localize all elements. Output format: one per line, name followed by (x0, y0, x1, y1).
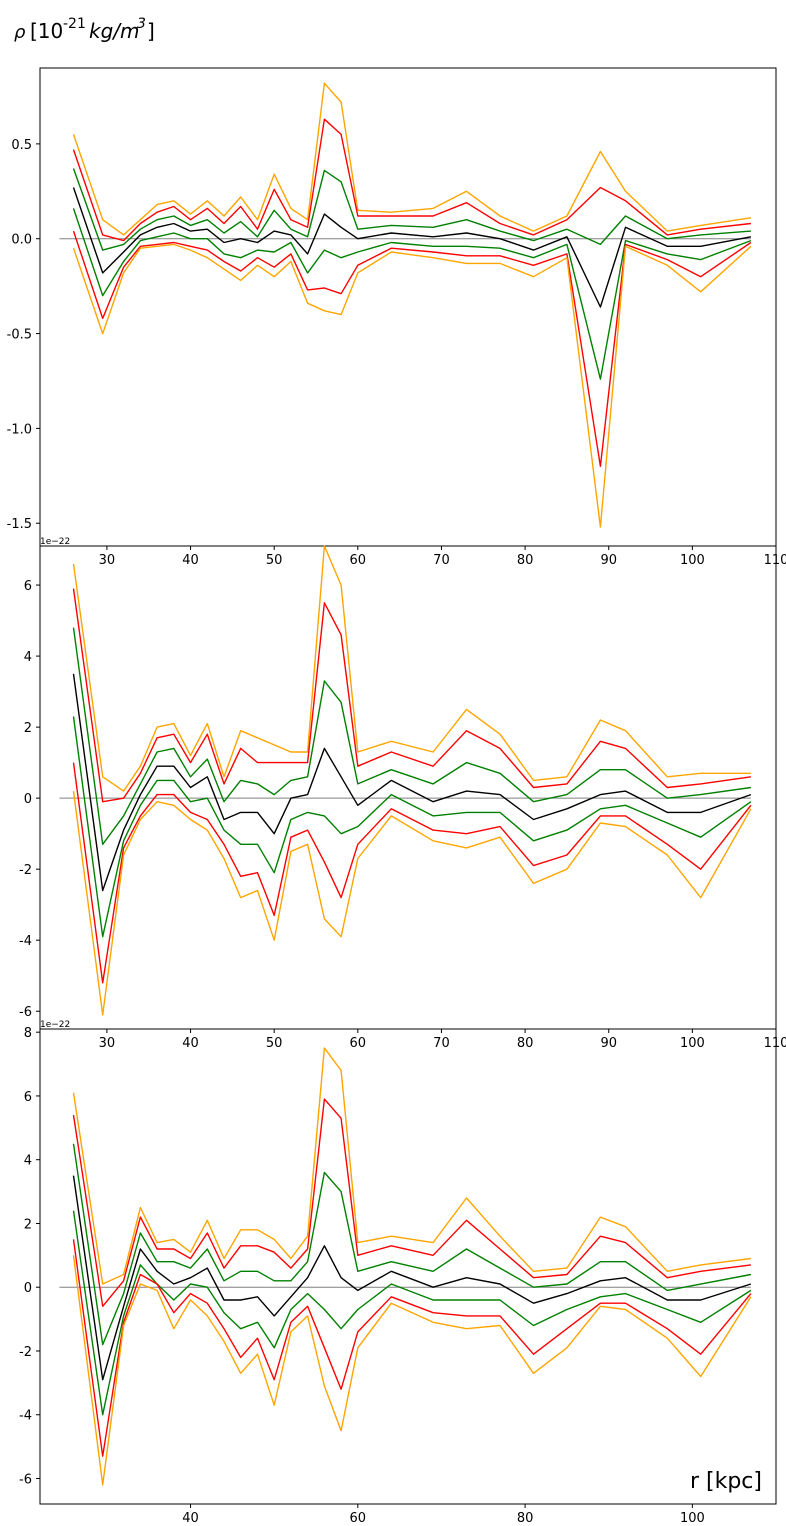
x-tick-label: 30 (99, 553, 116, 568)
y-tick-label: -2 (19, 863, 32, 878)
y-tick-label: 0 (24, 792, 32, 807)
chart-panel-3: 40 60 80 100 8 6 4 2 0 -2 -4 -6 1e−22 r [kpc] (19, 1020, 777, 1526)
series-line-4 (72, 673, 752, 892)
x-tick-label: 100 (680, 553, 705, 568)
series-line-1 (72, 545, 751, 792)
series-line-2 (72, 118, 751, 242)
y-label-bracket-open: [10 (30, 19, 63, 43)
y-tick-label: 0.0 (11, 233, 32, 248)
y-tick-label: 6 (24, 579, 32, 594)
plot-frame (39, 545, 777, 1030)
x-tick-label: 40 (182, 1036, 199, 1051)
chart-panel-2: 30 40 50 60 70 80 90 100 110 6 4 2 0 -2 -4 -6 1e−22 (19, 537, 786, 1051)
y-tick-label: 6 (24, 1090, 32, 1105)
x-axis-label: r [kpc] (690, 1469, 762, 1494)
series-line-1 (72, 82, 752, 236)
y-tick-label: -1.5 (7, 517, 32, 532)
x-tick-label: 40 (182, 553, 199, 568)
series-line-7 (72, 243, 752, 528)
y-label-exponent: -21 (63, 16, 86, 32)
x-tick-label: 80 (517, 1036, 534, 1051)
x-tick-label: 60 (350, 1511, 367, 1526)
series-line-1 (72, 1047, 751, 1285)
series-line-5 (72, 716, 752, 938)
x-tick-label: 50 (266, 553, 283, 568)
offset-text: 1e−22 (40, 537, 70, 547)
y-label-units-exp: 3 (137, 16, 146, 32)
y-tick-label: -0.5 (7, 328, 32, 343)
series-line-2 (72, 588, 751, 803)
y-tick-label: -1.0 (7, 422, 32, 437)
series-line-6 (72, 762, 752, 984)
series-line-5 (72, 1210, 752, 1416)
x-tick-label: 60 (350, 553, 367, 568)
x-tick-label: 80 (517, 1511, 534, 1526)
x-tick-label: 70 (433, 553, 450, 568)
x-tick-label: 100 (680, 1036, 705, 1051)
chart-panel-1: 30 40 50 60 70 80 90 100 110 0.5 0.0 -0.5 -1.0 -1.5 (7, 67, 786, 568)
y-tick-label: 8 (24, 1026, 32, 1041)
y-tick-label: -4 (19, 934, 32, 949)
x-tick-label: 90 (600, 553, 617, 568)
x-tick-label: 40 (182, 1511, 199, 1526)
series-line-7 (72, 1255, 752, 1486)
y-axis-label: ρ [10 -21 kg/m 3 ] (14, 16, 155, 43)
series-line-7 (72, 791, 752, 1016)
series-line-4 (72, 1175, 752, 1381)
series-line-3 (72, 627, 751, 845)
y-tick-label: 0 (24, 1281, 32, 1296)
x-tick-label: 100 (680, 1511, 705, 1526)
x-tick-label: 110 (764, 1036, 786, 1051)
y-label-bracket-close: ] (147, 19, 155, 43)
x-tick-label: 80 (517, 553, 534, 568)
plot-frame (39, 1028, 777, 1505)
x-tick-label: 30 (99, 1036, 116, 1051)
y-tick-label: -6 (19, 1005, 32, 1020)
series-line-2 (72, 1098, 751, 1308)
y-tick-label: 2 (24, 721, 32, 736)
plot-frame (39, 67, 777, 547)
series-line-6 (72, 1239, 752, 1457)
x-tick-label: 50 (266, 1036, 283, 1051)
series-line-3 (72, 1143, 752, 1346)
x-tick-label: 110 (764, 553, 786, 568)
y-tick-label: 2 (24, 1217, 32, 1232)
y-tick-label: 4 (24, 650, 32, 665)
y-tick-label: -2 (19, 1345, 32, 1360)
x-tick-label: 90 (600, 1036, 617, 1051)
series-line-3 (72, 168, 751, 251)
series-line-5 (72, 208, 752, 380)
offset-text: 1e−22 (40, 1020, 70, 1030)
y-tick-label: -6 (19, 1472, 32, 1487)
series-line-6 (72, 230, 752, 467)
series-line-4 (72, 187, 752, 308)
y-tick-label: -4 (19, 1409, 32, 1424)
x-tick-label: 60 (350, 1036, 367, 1051)
y-label-symbol: ρ (14, 22, 26, 43)
y-tick-label: 0.5 (11, 138, 32, 153)
y-tick-label: 4 (24, 1154, 32, 1169)
x-tick-label: 70 (433, 1036, 450, 1051)
y-label-units: kg/m (89, 19, 140, 43)
